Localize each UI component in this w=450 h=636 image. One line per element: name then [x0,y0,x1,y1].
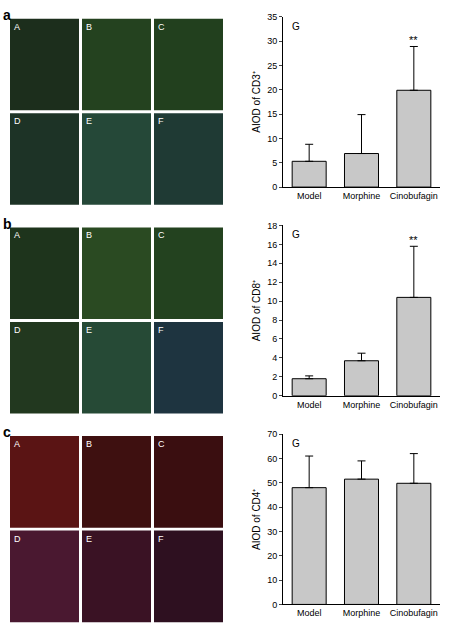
svg-text:A: A [14,22,20,32]
svg-text:C: C [158,230,165,240]
svg-text:F: F [158,116,164,126]
svg-text:Morphine: Morphine [343,191,381,201]
svg-text:Morphine: Morphine [343,400,381,410]
svg-text:Model: Model [297,191,322,201]
svg-text:40: 40 [267,502,277,512]
svg-text:0: 0 [272,182,277,192]
svg-text:D: D [14,325,21,335]
svg-text:Cinobufagin: Cinobufagin [390,608,438,618]
svg-text:20: 20 [267,551,277,561]
svg-text:b: b [3,216,12,232]
svg-text:E: E [86,116,92,126]
svg-text:Model: Model [297,608,322,618]
svg-text:60: 60 [267,454,277,464]
svg-text:D: D [14,534,21,544]
svg-text:E: E [86,534,92,544]
svg-text:0: 0 [272,391,277,401]
svg-text:18: 18 [267,221,277,231]
svg-text:10: 10 [267,296,277,306]
svg-text:Cinobufagin: Cinobufagin [390,400,438,410]
svg-text:Morphine: Morphine [343,608,381,618]
svg-text:G: G [292,21,300,32]
svg-text:16: 16 [267,240,277,250]
svg-text:70: 70 [267,429,277,439]
svg-text:D: D [14,116,21,126]
svg-text:AIOD of CD4⁺: AIOD of CD4⁺ [251,488,262,550]
svg-text:12: 12 [267,277,277,287]
svg-text:8: 8 [272,315,277,325]
svg-text:AIOD of CD3⁺: AIOD of CD3⁺ [251,70,262,132]
svg-text:c: c [3,424,11,440]
svg-text:35: 35 [267,12,277,22]
svg-text:50: 50 [267,478,277,488]
svg-text:**: ** [409,34,418,46]
svg-text:6: 6 [272,334,277,344]
svg-text:E: E [86,325,92,335]
svg-text:F: F [158,534,164,544]
svg-text:10: 10 [267,575,277,585]
svg-text:15: 15 [267,109,277,119]
svg-text:B: B [86,230,92,240]
svg-text:C: C [158,22,165,32]
svg-text:a: a [3,7,11,23]
svg-text:AIOD of CD8⁺: AIOD of CD8⁺ [251,279,262,341]
svg-text:B: B [86,22,92,32]
svg-text:A: A [14,439,20,449]
svg-text:14: 14 [267,258,277,268]
svg-text:Model: Model [297,400,322,410]
svg-text:F: F [158,325,164,335]
svg-text:C: C [158,439,165,449]
svg-text:30: 30 [267,36,277,46]
svg-text:20: 20 [267,85,277,95]
svg-text:Cinobufagin: Cinobufagin [390,191,438,201]
svg-text:0: 0 [272,600,277,610]
svg-text:G: G [292,438,300,449]
svg-text:10: 10 [267,134,277,144]
svg-text:30: 30 [267,527,277,537]
svg-text:2: 2 [272,372,277,382]
svg-text:4: 4 [272,353,277,363]
svg-text:A: A [14,230,20,240]
svg-text:25: 25 [267,61,277,71]
svg-text:**: ** [409,234,418,246]
svg-text:G: G [292,229,300,240]
svg-text:B: B [86,439,92,449]
svg-text:5: 5 [272,158,277,168]
